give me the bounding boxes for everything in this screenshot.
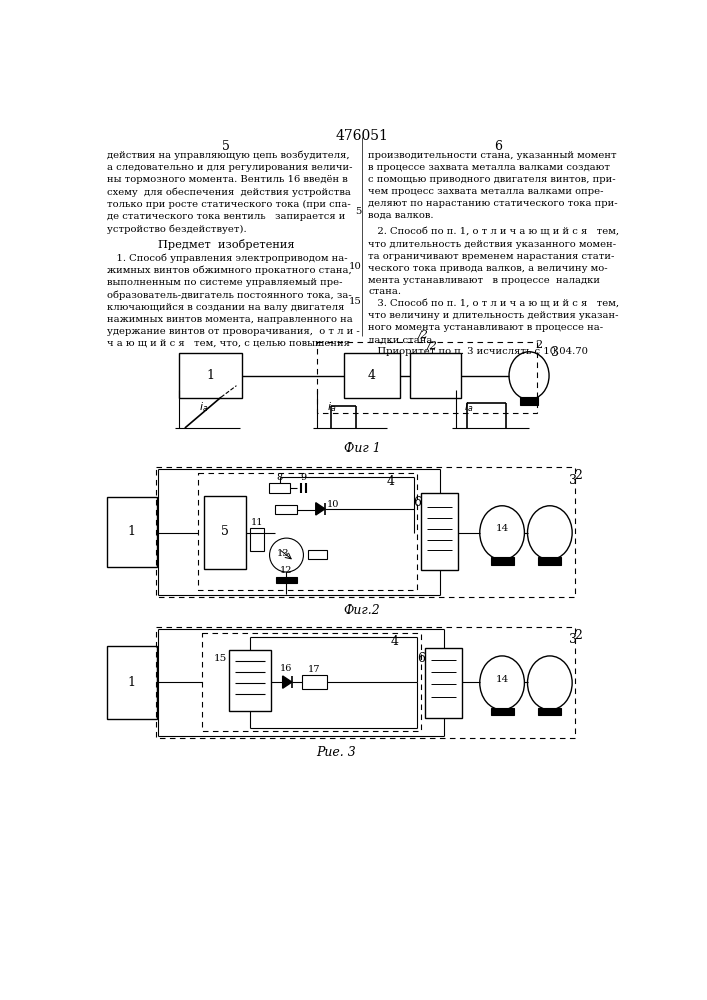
- Text: 16: 16: [280, 664, 293, 673]
- Bar: [204, 496, 247, 569]
- Text: 14: 14: [496, 524, 509, 533]
- Text: 4: 4: [368, 369, 376, 382]
- Text: 8: 8: [276, 473, 283, 482]
- Text: 476051: 476051: [336, 129, 388, 143]
- Text: Предмет  изобретения: Предмет изобретения: [158, 239, 295, 250]
- Bar: [156, 466, 575, 597]
- Text: 5: 5: [223, 140, 230, 153]
- Text: 5: 5: [355, 207, 361, 216]
- Text: производительности стана, указанный момент
в процессе захвата металла валками со: производительности стана, указанный моме…: [368, 151, 618, 220]
- Bar: [229, 650, 271, 711]
- Bar: [107, 497, 157, 567]
- Text: 17: 17: [308, 665, 320, 674]
- Bar: [198, 473, 417, 590]
- Bar: [425, 648, 462, 718]
- Text: Фиг 1: Фиг 1: [344, 442, 380, 455]
- Bar: [250, 528, 264, 551]
- Bar: [201, 633, 421, 731]
- Text: /2: /2: [426, 340, 438, 350]
- Polygon shape: [283, 676, 292, 688]
- Text: 1: 1: [128, 525, 136, 538]
- Bar: [275, 505, 296, 514]
- Text: 10: 10: [349, 262, 361, 271]
- Text: 14: 14: [496, 675, 509, 684]
- Text: 1. Способ управления электроприводом на-
жимных винтов обжимного прокатного стан: 1. Способ управления электроприводом на-…: [107, 253, 360, 348]
- Bar: [269, 483, 291, 493]
- Text: Фиг.2: Фиг.2: [344, 604, 380, 617]
- Text: 6: 6: [417, 652, 426, 665]
- Bar: [308, 550, 327, 559]
- Text: 9: 9: [300, 473, 307, 482]
- Text: 4: 4: [390, 635, 399, 648]
- Bar: [520, 397, 538, 405]
- Text: 2: 2: [573, 629, 582, 642]
- Text: 11: 11: [251, 518, 264, 527]
- Text: 5: 5: [221, 525, 229, 538]
- Text: 3: 3: [569, 633, 577, 646]
- Bar: [411, 353, 460, 398]
- Bar: [538, 557, 561, 565]
- Text: /2: /2: [417, 329, 428, 339]
- Bar: [491, 708, 514, 715]
- Bar: [538, 708, 561, 715]
- Bar: [491, 557, 514, 565]
- Polygon shape: [316, 503, 325, 515]
- Bar: [276, 577, 296, 583]
- Text: 2: 2: [535, 340, 542, 350]
- Bar: [107, 646, 157, 719]
- Bar: [344, 353, 399, 398]
- Text: 6: 6: [414, 496, 421, 509]
- Text: действия на управляющую цепь возбудителя,
а следовательно и для регулирования ве: действия на управляющую цепь возбудителя…: [107, 151, 353, 234]
- Bar: [179, 353, 242, 398]
- Text: $I_a$: $I_a$: [464, 400, 473, 414]
- Bar: [156, 627, 575, 738]
- Text: 3: 3: [551, 346, 559, 359]
- Text: 10: 10: [327, 500, 339, 509]
- Text: 15: 15: [349, 297, 361, 306]
- Bar: [302, 675, 327, 689]
- Text: 3: 3: [569, 474, 577, 487]
- Text: 4: 4: [387, 475, 395, 488]
- Text: 6: 6: [494, 140, 502, 153]
- Text: 1: 1: [128, 676, 136, 689]
- Text: Рие. 3: Рие. 3: [317, 746, 356, 759]
- Bar: [421, 493, 458, 570]
- Text: 1: 1: [206, 369, 214, 382]
- Text: $i_a$: $i_a$: [327, 400, 336, 414]
- Text: 15: 15: [214, 654, 226, 663]
- Text: 13: 13: [276, 549, 289, 558]
- Text: 12: 12: [280, 566, 293, 575]
- Text: 2. Способ по п. 1, о т л и ч а ю щ и й с я   тем,
что длительность действия указ: 2. Способ по п. 1, о т л и ч а ю щ и й с…: [368, 228, 619, 356]
- Text: 2: 2: [573, 469, 582, 482]
- Bar: [317, 342, 537, 413]
- Text: $i_a$: $i_a$: [199, 400, 208, 414]
